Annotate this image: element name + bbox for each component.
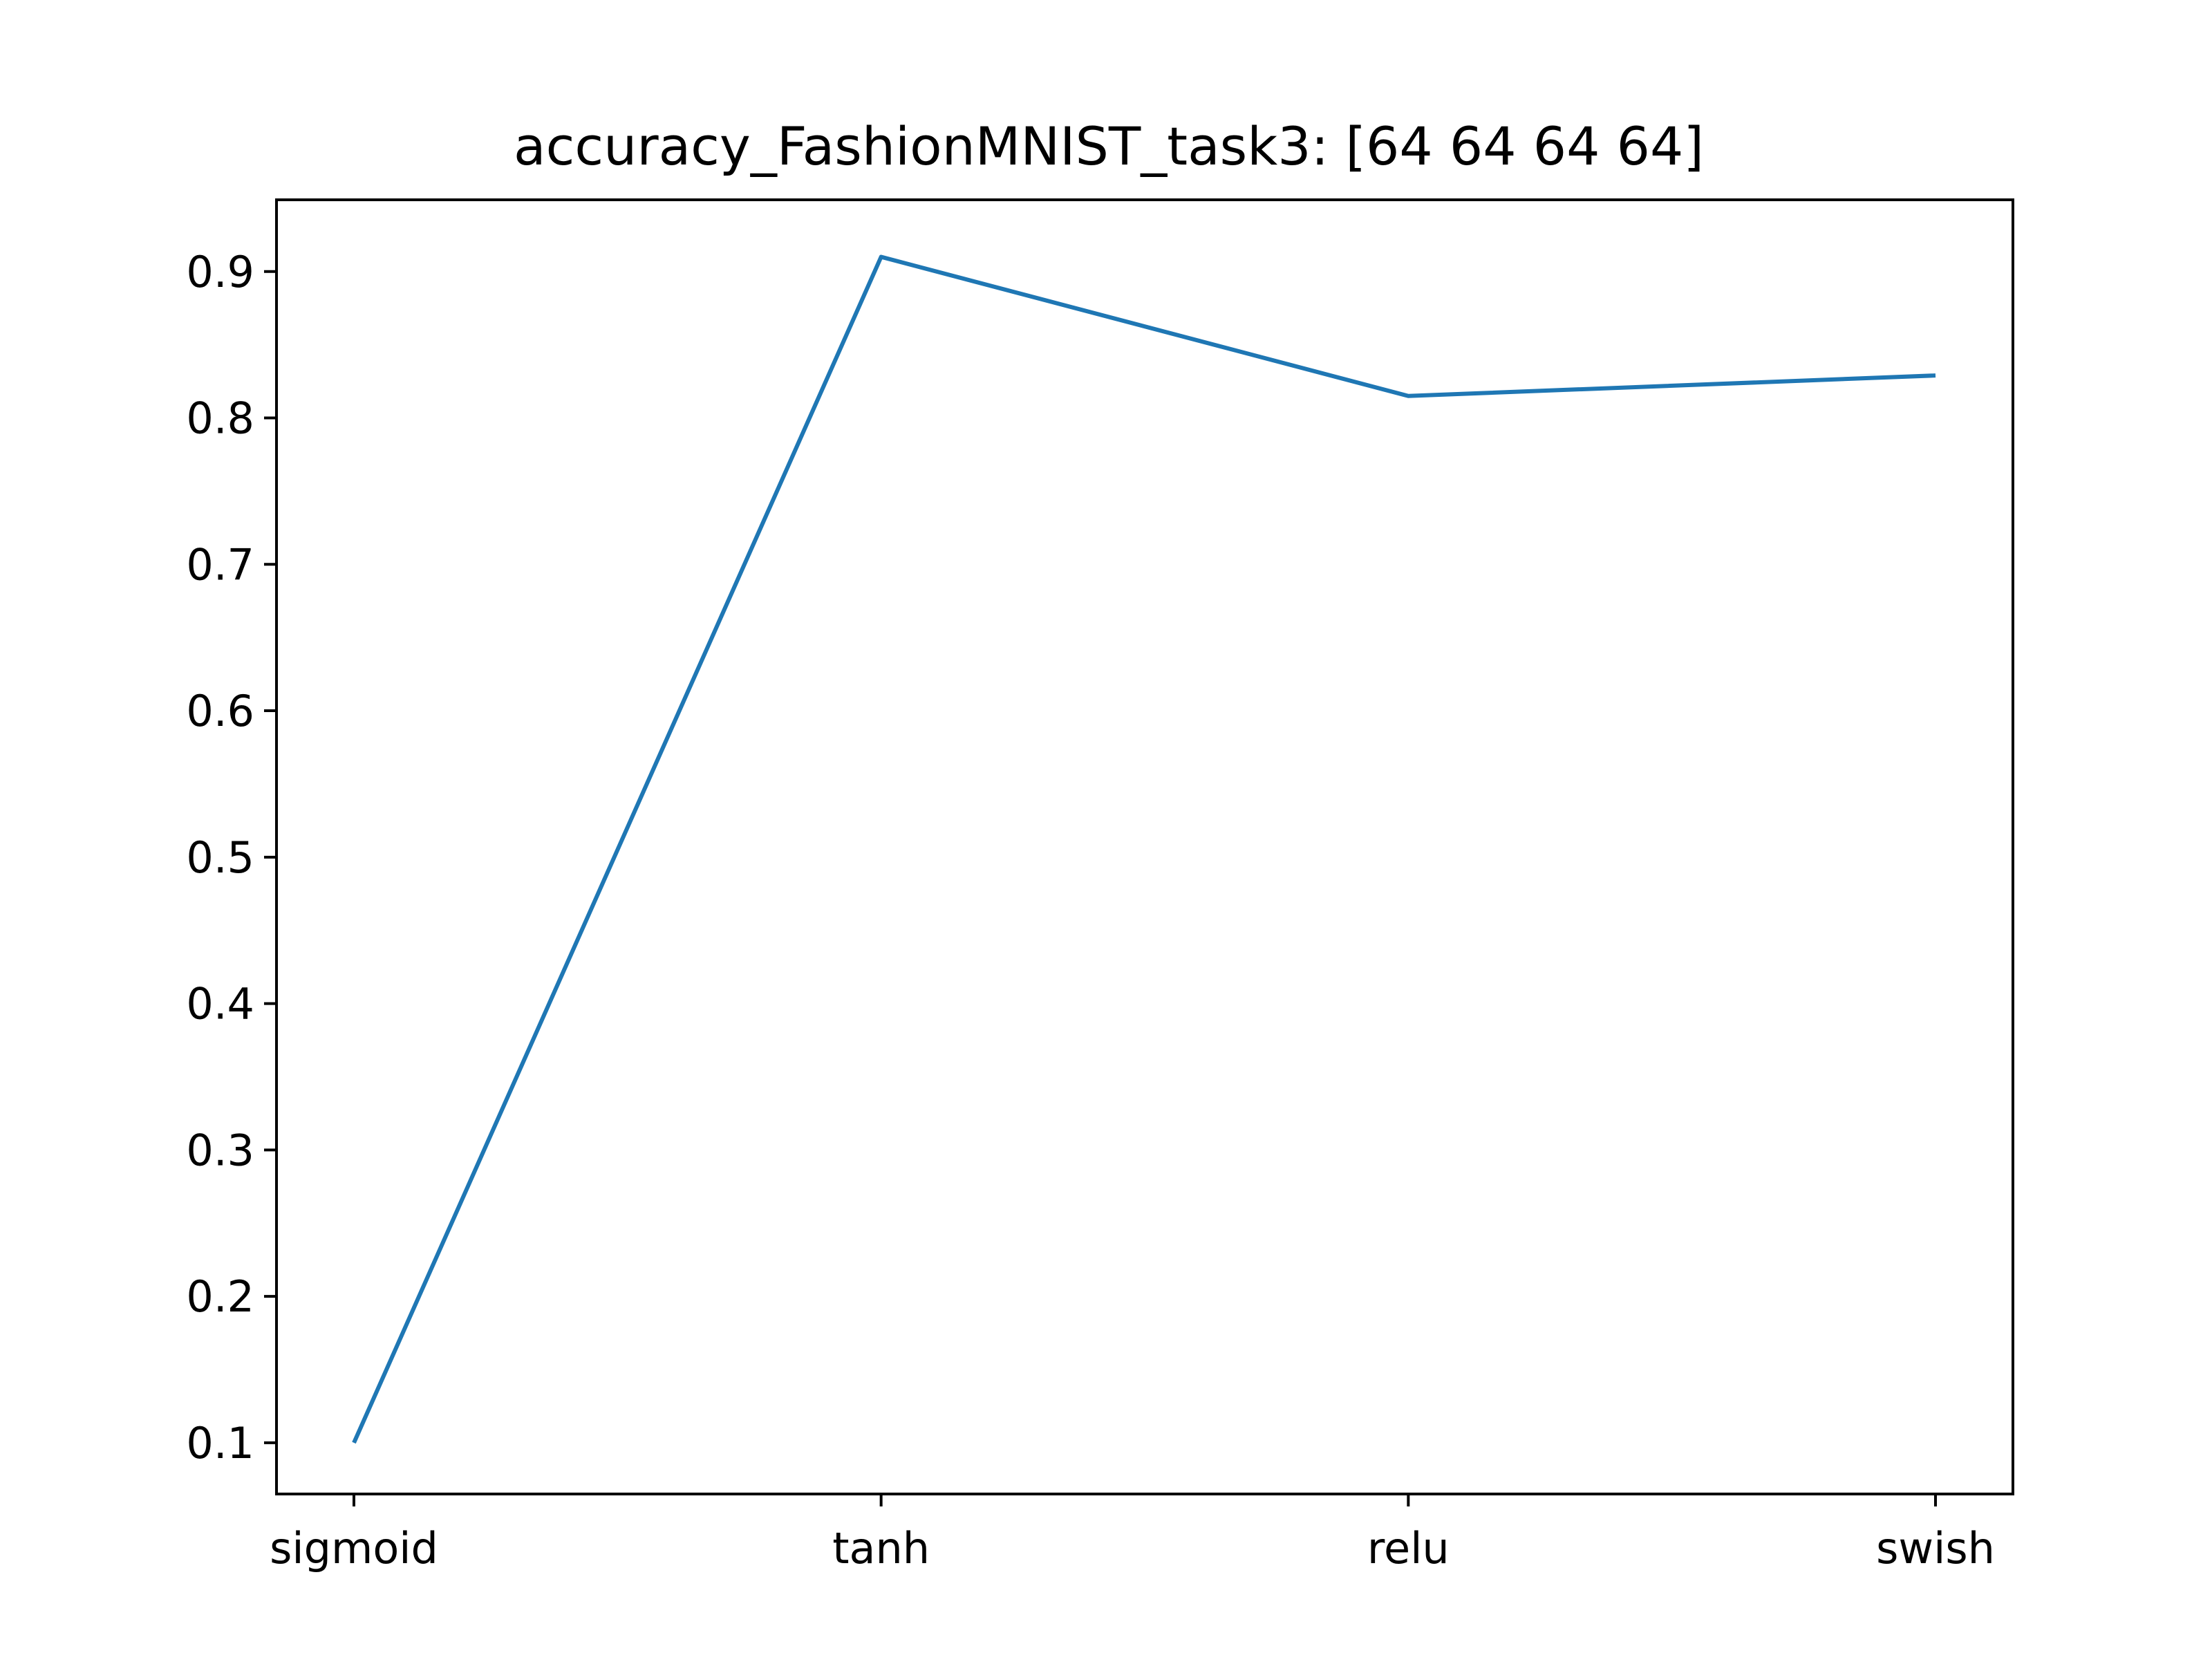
plot-area-frame bbox=[275, 198, 2014, 1495]
x-axis: sigmoid tanh relu swish bbox=[270, 1494, 1995, 1574]
y-tick-label: 0.3 bbox=[186, 1125, 254, 1175]
chart-title: accuracy_FashionMNIST_task3: [64 64 64 6… bbox=[514, 115, 1704, 177]
y-tick-label: 0.1 bbox=[186, 1418, 254, 1468]
y-tick-label: 0.2 bbox=[186, 1271, 254, 1322]
x-tick-label: sigmoid bbox=[270, 1523, 438, 1574]
plot-series bbox=[352, 254, 1936, 1444]
y-tick-label: 0.4 bbox=[186, 979, 254, 1029]
y-tick-label: 0.5 bbox=[186, 832, 254, 883]
x-tick-label: swish bbox=[1876, 1523, 1995, 1574]
series-line bbox=[352, 254, 1936, 1444]
y-tick-label: 0.9 bbox=[186, 247, 254, 297]
y-tick-label: 0.7 bbox=[186, 539, 254, 590]
y-tick-label: 0.6 bbox=[186, 686, 254, 736]
x-tick-label: relu bbox=[1367, 1523, 1450, 1574]
x-tick-label: tanh bbox=[832, 1523, 930, 1574]
y-axis: 0.1 0.2 0.3 0.4 0.5 0.6 0.7 0.8 0.9 bbox=[186, 247, 276, 1468]
y-tick-label: 0.8 bbox=[186, 393, 254, 444]
